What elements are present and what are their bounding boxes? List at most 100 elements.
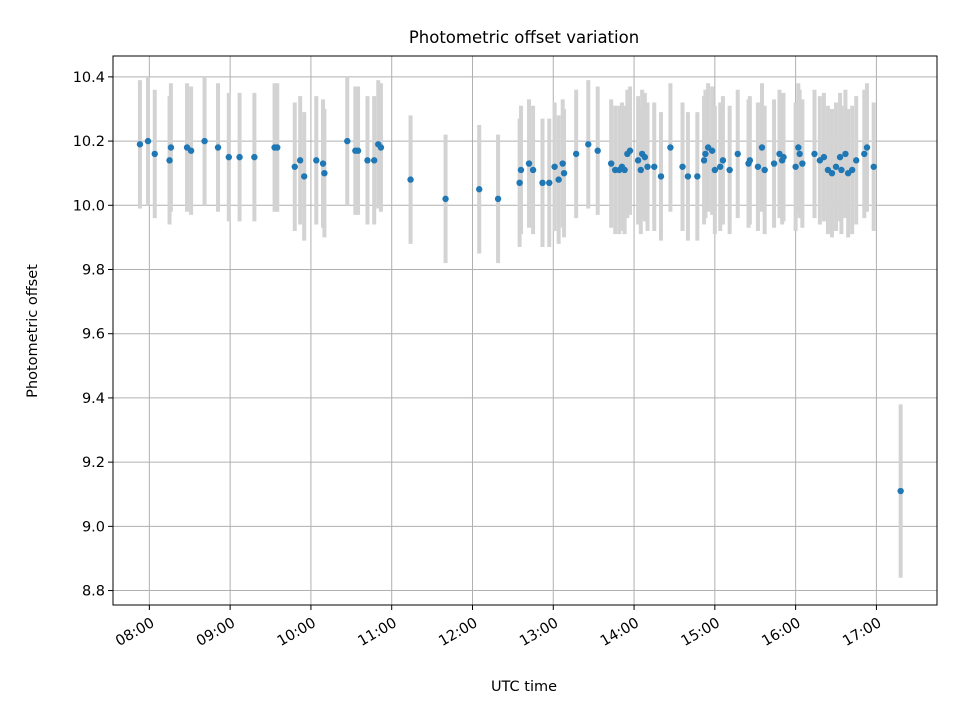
data-point [853,157,860,164]
data-point [476,186,483,193]
y-tick-label: 9.0 [82,519,105,535]
data-point [770,160,778,167]
y-tick-label: 9.4 [82,391,105,407]
data-point [225,153,232,161]
data-point [319,160,327,167]
y-tick-label: 10.2 [73,134,105,150]
y-tick-label: 8.8 [82,584,105,600]
data-point [291,163,298,170]
data-point [897,487,904,495]
data-point [792,163,799,170]
data-point [719,157,727,164]
data-point [251,153,258,161]
data-point [684,173,692,180]
data-point [539,179,546,187]
data-point [560,169,568,177]
data-point [546,179,553,187]
data-point [572,150,580,158]
data-point [694,173,701,180]
data-point [517,166,525,174]
data-point [848,166,856,174]
data-point [187,147,195,154]
data-point [679,163,686,170]
data-point [525,160,533,167]
data-point [167,144,175,151]
data-point [726,166,733,174]
data-point [377,144,385,151]
y-axis-label: Photometric offset [25,264,41,398]
data-point [700,157,708,164]
data-point [811,150,818,158]
data-point [136,141,144,148]
data-point [796,150,803,158]
data-point [758,144,766,151]
data-point [667,144,674,151]
data-point [516,179,523,187]
data-point [651,163,658,170]
data-point [494,195,502,203]
data-point [836,153,844,161]
data-point [559,160,566,167]
data-point [870,163,877,170]
data-point [702,150,709,158]
data-point [236,153,243,161]
data-point [371,157,378,164]
data-point [708,147,716,154]
data-point [838,166,845,174]
y-tick-label: 9.2 [82,455,105,471]
data-point [313,157,320,164]
data-point [641,153,649,161]
data-point [151,150,158,158]
data-point [594,147,601,154]
y-tick-label: 9.6 [82,327,105,343]
data-point [585,141,592,148]
data-point [799,160,806,167]
data-point [711,166,719,174]
data-point [820,153,828,161]
data-point [626,147,634,154]
y-tick-label: 10.4 [73,70,105,86]
data-point [780,153,787,161]
data-point [607,160,615,167]
data-point [734,150,741,158]
data-point [407,176,414,183]
data-point [861,150,868,158]
data-point [442,195,449,203]
y-tick-label: 9.8 [82,263,105,279]
data-point [621,166,628,174]
data-point [795,144,802,151]
data-point [321,169,328,177]
data-point [354,147,362,154]
data-point [754,163,762,170]
data-point [637,166,644,174]
data-point [166,157,173,164]
y-axis-ticks: 8.8 9.0 9.2 9.4 9.6 9.8 10.0 10.2 10.4 [73,70,113,600]
data-point [274,144,281,151]
data-point [555,176,562,183]
data-point [529,166,537,174]
data-point [832,163,840,170]
data-point [300,173,308,180]
data-point [761,166,768,174]
data-points [136,137,904,495]
y-tick-label: 10.0 [73,198,105,214]
chart-title: Photometric offset variation [409,28,639,47]
data-point [863,144,871,151]
x-axis-label: UTC time [491,679,557,695]
data-point [717,163,724,170]
data-point [144,137,152,145]
data-point [746,157,754,164]
data-point [344,137,351,145]
axes-frame [112,55,938,606]
data-point [644,163,651,170]
data-point [214,144,222,151]
data-point [842,150,849,158]
data-point [657,173,665,180]
data-point [201,137,208,145]
data-point [551,163,558,170]
data-point [828,169,836,177]
data-point [296,157,304,164]
data-point [634,157,642,164]
data-point [364,157,371,164]
